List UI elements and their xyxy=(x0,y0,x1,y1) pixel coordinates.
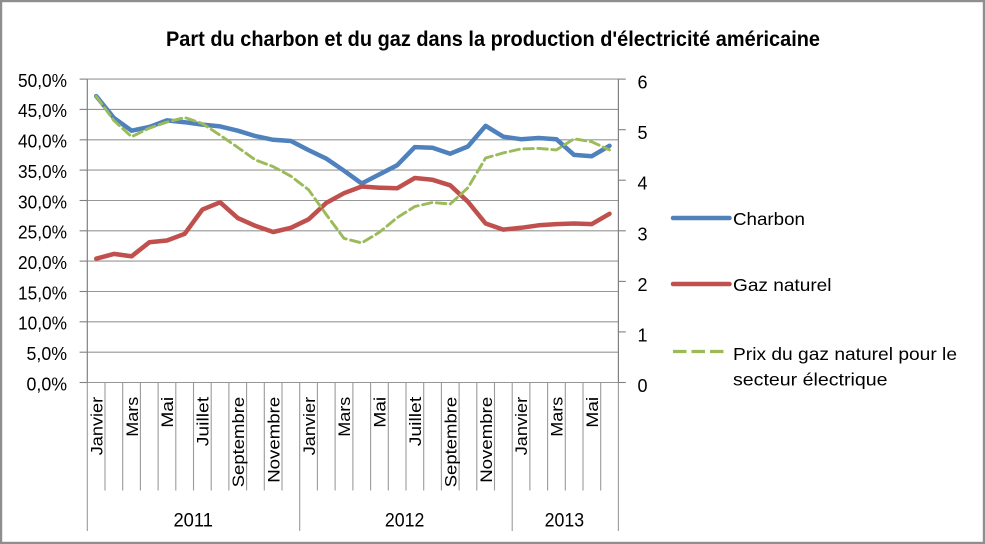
svg-text:3: 3 xyxy=(638,224,648,244)
svg-text:Charbon: Charbon xyxy=(733,209,805,229)
svg-text:45,0%: 45,0% xyxy=(18,101,67,121)
svg-text:40,0%: 40,0% xyxy=(18,132,67,152)
svg-text:0,0%: 0,0% xyxy=(27,374,68,394)
svg-text:Prix du gaz naturel pour le: Prix du gaz naturel pour le xyxy=(733,344,957,364)
svg-text:Juillet: Juillet xyxy=(194,396,213,446)
svg-text:50,0%: 50,0% xyxy=(18,71,67,91)
svg-text:secteur électrique: secteur électrique xyxy=(733,370,888,390)
svg-text:1: 1 xyxy=(638,325,648,345)
svg-text:Novembre: Novembre xyxy=(477,397,496,483)
svg-text:5,0%: 5,0% xyxy=(27,344,68,364)
svg-text:0: 0 xyxy=(638,376,648,396)
svg-text:Mai: Mai xyxy=(158,397,177,428)
svg-text:Mars: Mars xyxy=(548,397,567,437)
svg-text:Septembre: Septembre xyxy=(441,397,460,488)
svg-text:Janvier: Janvier xyxy=(300,396,319,455)
svg-text:Janvier: Janvier xyxy=(87,396,106,455)
svg-text:Janvier: Janvier xyxy=(512,396,531,455)
svg-text:10,0%: 10,0% xyxy=(18,314,67,334)
svg-text:20,0%: 20,0% xyxy=(18,253,67,273)
svg-text:25,0%: 25,0% xyxy=(18,223,67,243)
svg-text:30,0%: 30,0% xyxy=(18,192,67,212)
svg-text:2: 2 xyxy=(638,275,648,295)
svg-text:6: 6 xyxy=(638,73,648,93)
svg-text:35,0%: 35,0% xyxy=(18,162,67,182)
svg-text:2011: 2011 xyxy=(173,509,213,531)
svg-text:Septembre: Septembre xyxy=(229,397,248,488)
svg-text:Mars: Mars xyxy=(335,397,354,437)
svg-text:4: 4 xyxy=(638,174,648,194)
svg-text:Gaz naturel: Gaz naturel xyxy=(733,275,832,295)
svg-text:5: 5 xyxy=(638,123,648,143)
svg-text:Novembre: Novembre xyxy=(264,397,283,483)
svg-text:Juillet: Juillet xyxy=(406,396,425,446)
svg-text:2013: 2013 xyxy=(545,509,585,531)
svg-text:Mai: Mai xyxy=(583,397,602,428)
svg-text:Mai: Mai xyxy=(371,397,390,428)
svg-text:15,0%: 15,0% xyxy=(18,283,67,303)
svg-text:2012: 2012 xyxy=(385,509,425,531)
svg-text:Mars: Mars xyxy=(123,397,142,437)
svg-text:Part du charbon et du gaz dans: Part du charbon et du gaz dans la produc… xyxy=(166,27,820,51)
